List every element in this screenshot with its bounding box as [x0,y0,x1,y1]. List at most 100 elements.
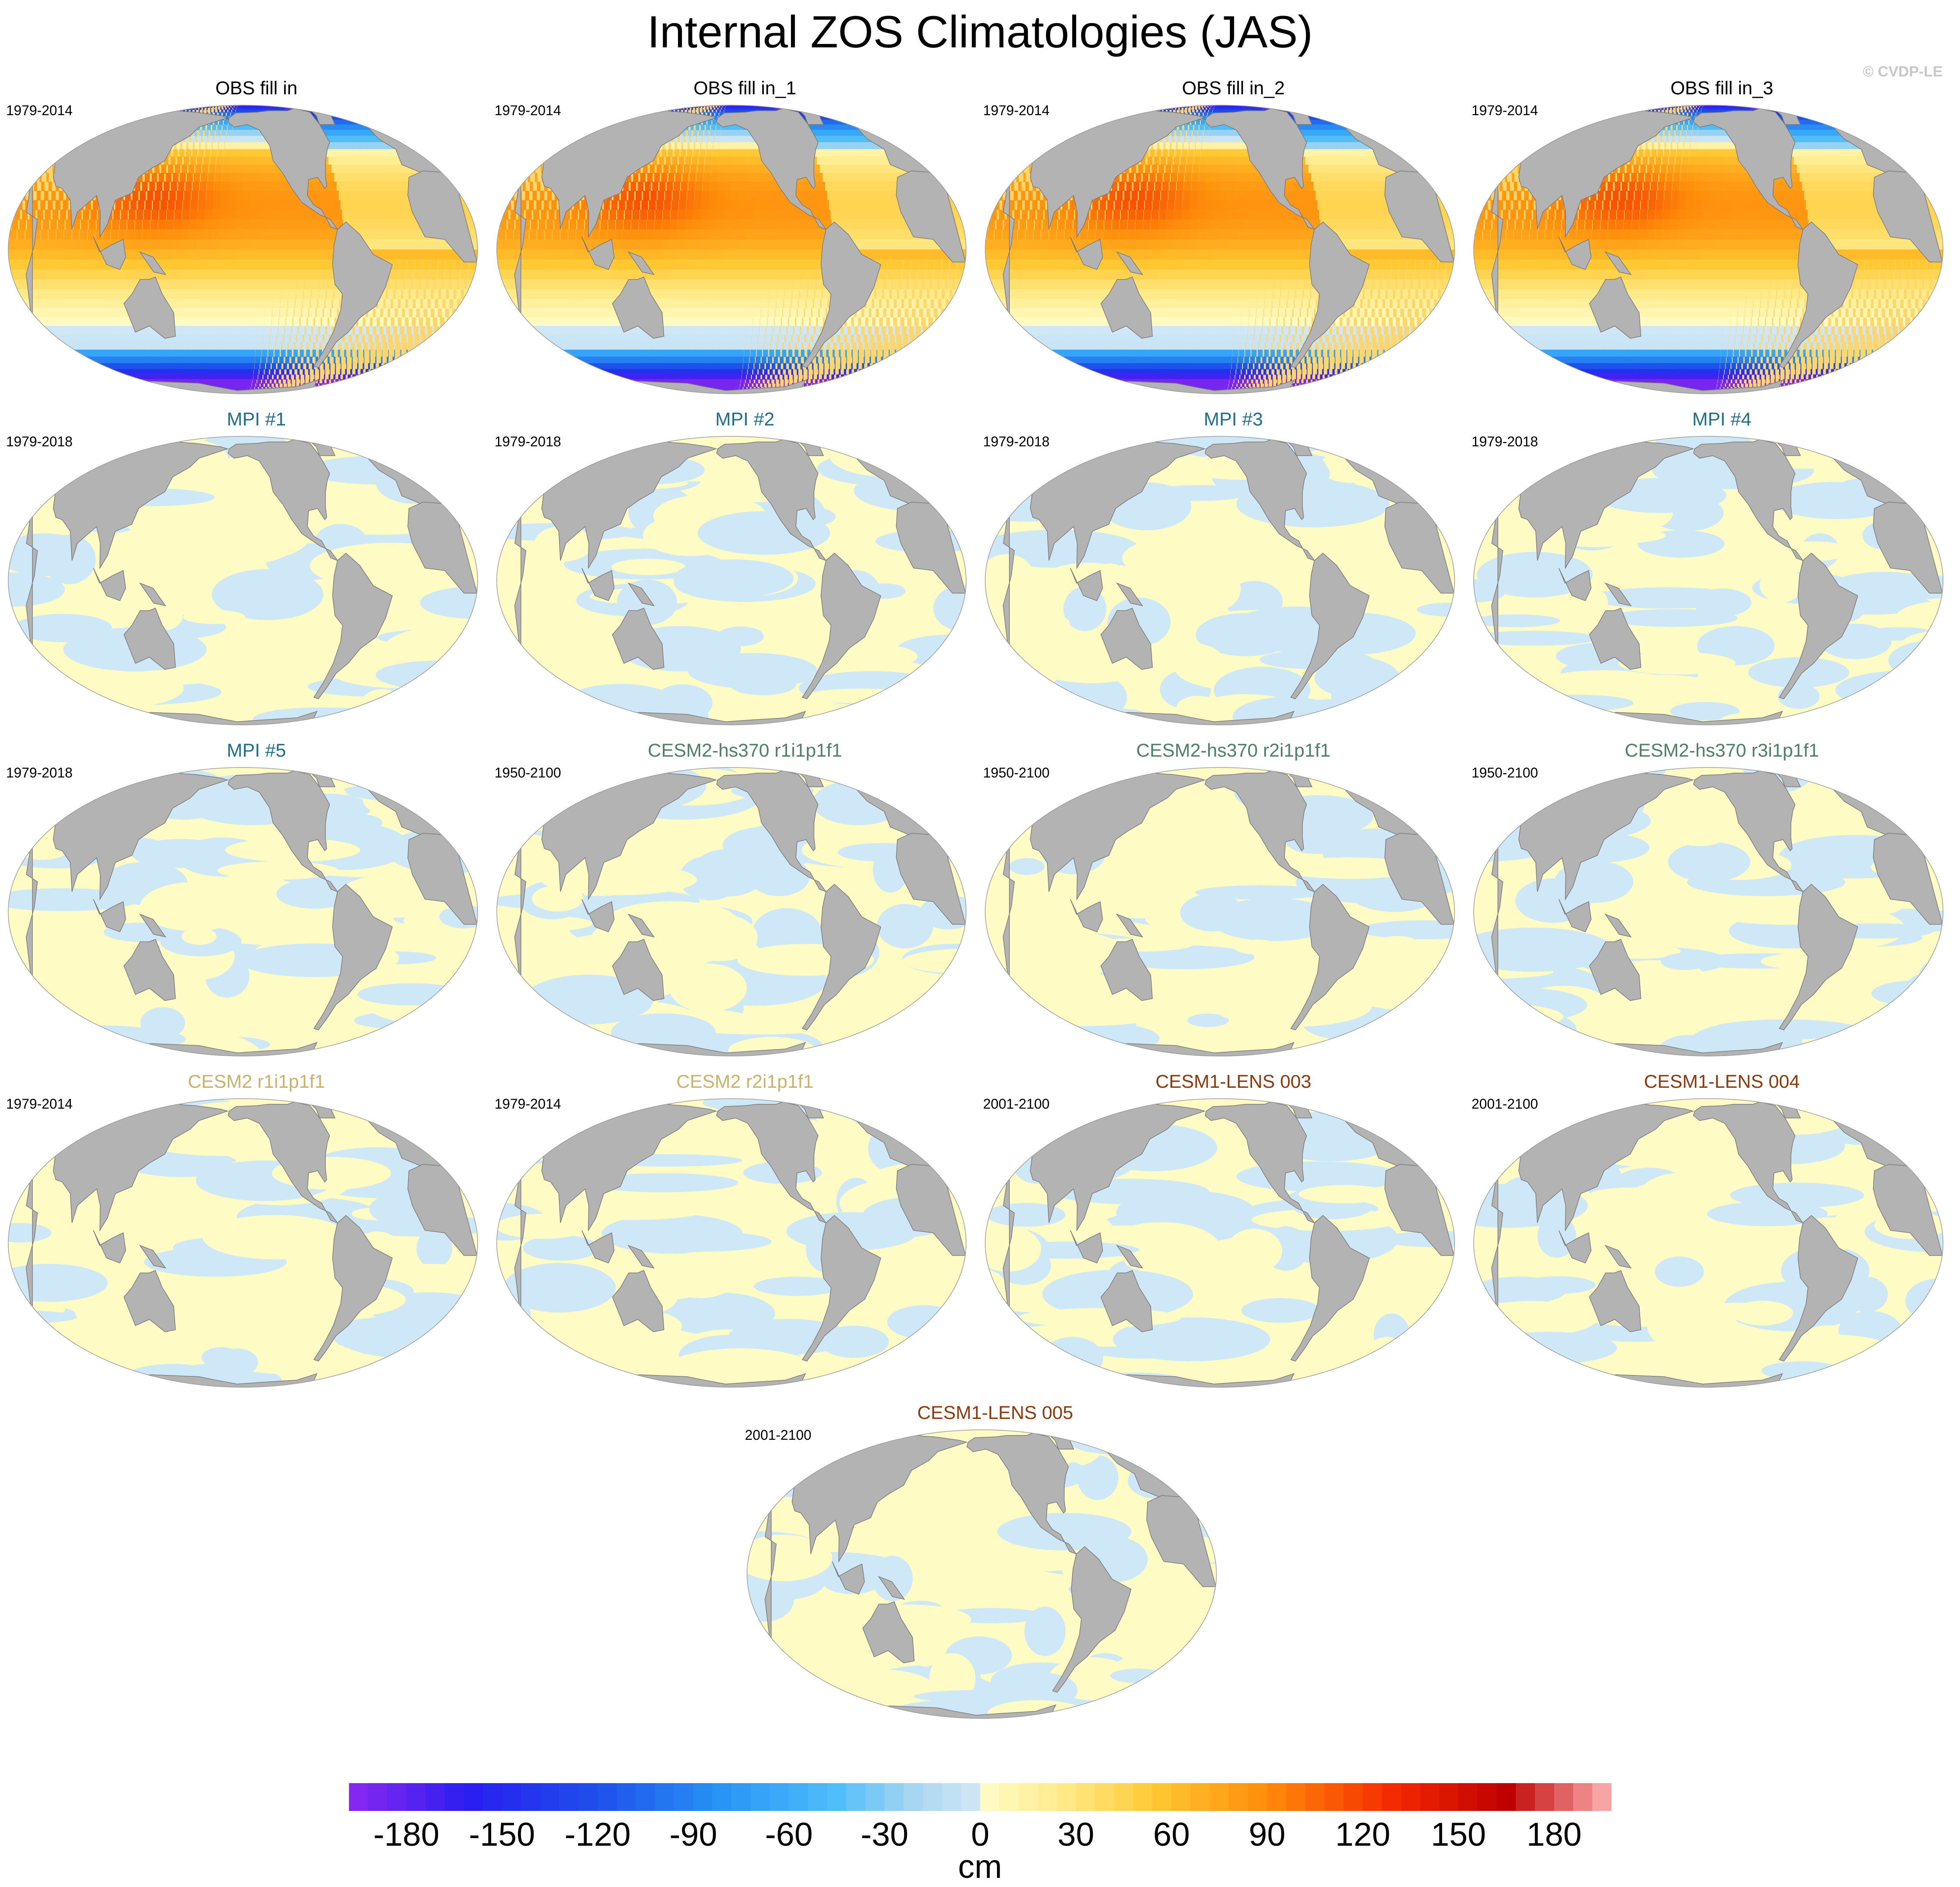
colorbar-bin [999,1783,1019,1811]
land-mass [123,939,176,1001]
colorbar-bin [980,1783,1000,1811]
land-mass [1100,1270,1153,1332]
world-map [8,1098,478,1388]
land-mass [407,1164,478,1256]
colorbar-tick-label: -30 [860,1816,909,1853]
land-mass [1384,1164,1455,1256]
land-mass [628,914,655,937]
land-mass [1070,899,1103,933]
land-mass [802,884,881,1030]
land-mass [93,236,126,270]
land-mass [896,502,966,594]
colorbar-bin [1592,1783,1611,1811]
colorbar-tick-label: -120 [565,1816,631,1853]
colorbar-bin [827,1783,847,1811]
colorbar-bin [1056,1783,1076,1811]
land-mass [784,1434,968,1563]
land-mass [533,109,718,238]
colorbar-bin [731,1783,751,1811]
land-mass [1146,1495,1216,1587]
colorbar-bin [1152,1783,1172,1811]
map-panel: OBS fill in_1 1979-2014 [488,77,967,399]
period-label: 2001-2100 [745,1427,812,1443]
land-mass [581,236,615,270]
land-mass [1116,251,1143,275]
land-mass [862,1601,915,1664]
period-label: 1979-2014 [6,103,73,118]
land-mass [1589,608,1641,670]
land-mass [628,1245,655,1269]
colorbar-bin [674,1783,694,1811]
map-panel: OBS fill in_3 1979-2014 [1465,77,1943,399]
map-panel: CESM2-hs370 r3i1p1f1 1950-2100 [1465,740,1943,1061]
map-panel: CESM2 r2i1p1f1 1979-2014 [488,1071,967,1392]
map-border [1473,105,1943,394]
colorbar-bin [406,1783,426,1811]
colorbar-tick-label: 150 [1431,1816,1486,1853]
land-mass [139,582,166,606]
land-mass [628,582,655,606]
colorbar-bin [464,1783,483,1811]
land-mass [1605,1245,1632,1269]
period-label: 1979-2014 [1472,103,1538,118]
colorbar-bin [387,1783,407,1811]
land-mass [1022,771,1206,900]
land-mass [533,1103,718,1232]
colorbar-bin [865,1783,885,1811]
map-border [8,105,478,394]
colorbar-bin [1018,1783,1038,1811]
land-mass [802,221,881,368]
panel-title: MPI #2 [715,409,775,430]
panel-title: OBS fill in_1 [693,78,797,99]
land-mass [802,1215,881,1362]
panel-title: OBS fill in_3 [1670,78,1774,99]
land-mass [896,1164,966,1256]
land-mass [45,109,229,238]
land-mass [1510,1103,1694,1232]
land-mass [93,568,126,601]
colorbar-tick-label: -180 [373,1816,440,1853]
colorbar-bin [751,1783,770,1811]
land-mass [832,1561,865,1595]
land-mass [123,276,176,339]
land-mass [1779,884,1858,1030]
map-panel: MPI #5 1979-2018 [0,740,478,1061]
colorbar-bin [1267,1783,1287,1811]
colorbar-bin [770,1783,789,1811]
colorbar-bin [502,1783,522,1811]
land-mass [1558,1230,1591,1264]
land-mass [45,1103,229,1232]
colorbar-bin [942,1783,962,1811]
land-mass [1022,440,1206,569]
land-mass [1510,440,1694,569]
period-label: 1979-2018 [983,434,1050,449]
world-map [747,1429,1217,1719]
land-mass [878,1576,905,1600]
land-mass [1116,582,1143,606]
colorbar-bin [789,1783,808,1811]
period-label: 1979-2014 [6,1096,73,1112]
colorbar-bin [1209,1783,1229,1811]
land-mass [139,251,166,275]
land-mass [1589,1270,1641,1332]
land-mass [313,221,393,368]
colorbar-tick-label: -90 [669,1816,718,1853]
land-mass [313,552,393,699]
land-mass [1290,884,1370,1030]
land-mass [1022,109,1206,238]
land-mass [1558,568,1591,601]
map-border [1473,767,1943,1056]
period-label: 1979-2018 [6,765,73,781]
colorbar-bin [712,1783,732,1811]
colorbar-bin [349,1783,369,1811]
colorbar-bin [1324,1783,1344,1811]
land-mass [1100,276,1153,339]
colorbar-bin [655,1783,674,1811]
colorbar-tick-label: 60 [1153,1816,1190,1853]
land-mass [407,170,478,262]
colorbar-bin [1515,1783,1535,1811]
land-mass [1589,276,1641,339]
land-mass [1100,608,1153,670]
map-panel: CESM2-hs370 r2i1p1f1 1950-2100 [977,740,1455,1061]
world-map [496,436,967,725]
